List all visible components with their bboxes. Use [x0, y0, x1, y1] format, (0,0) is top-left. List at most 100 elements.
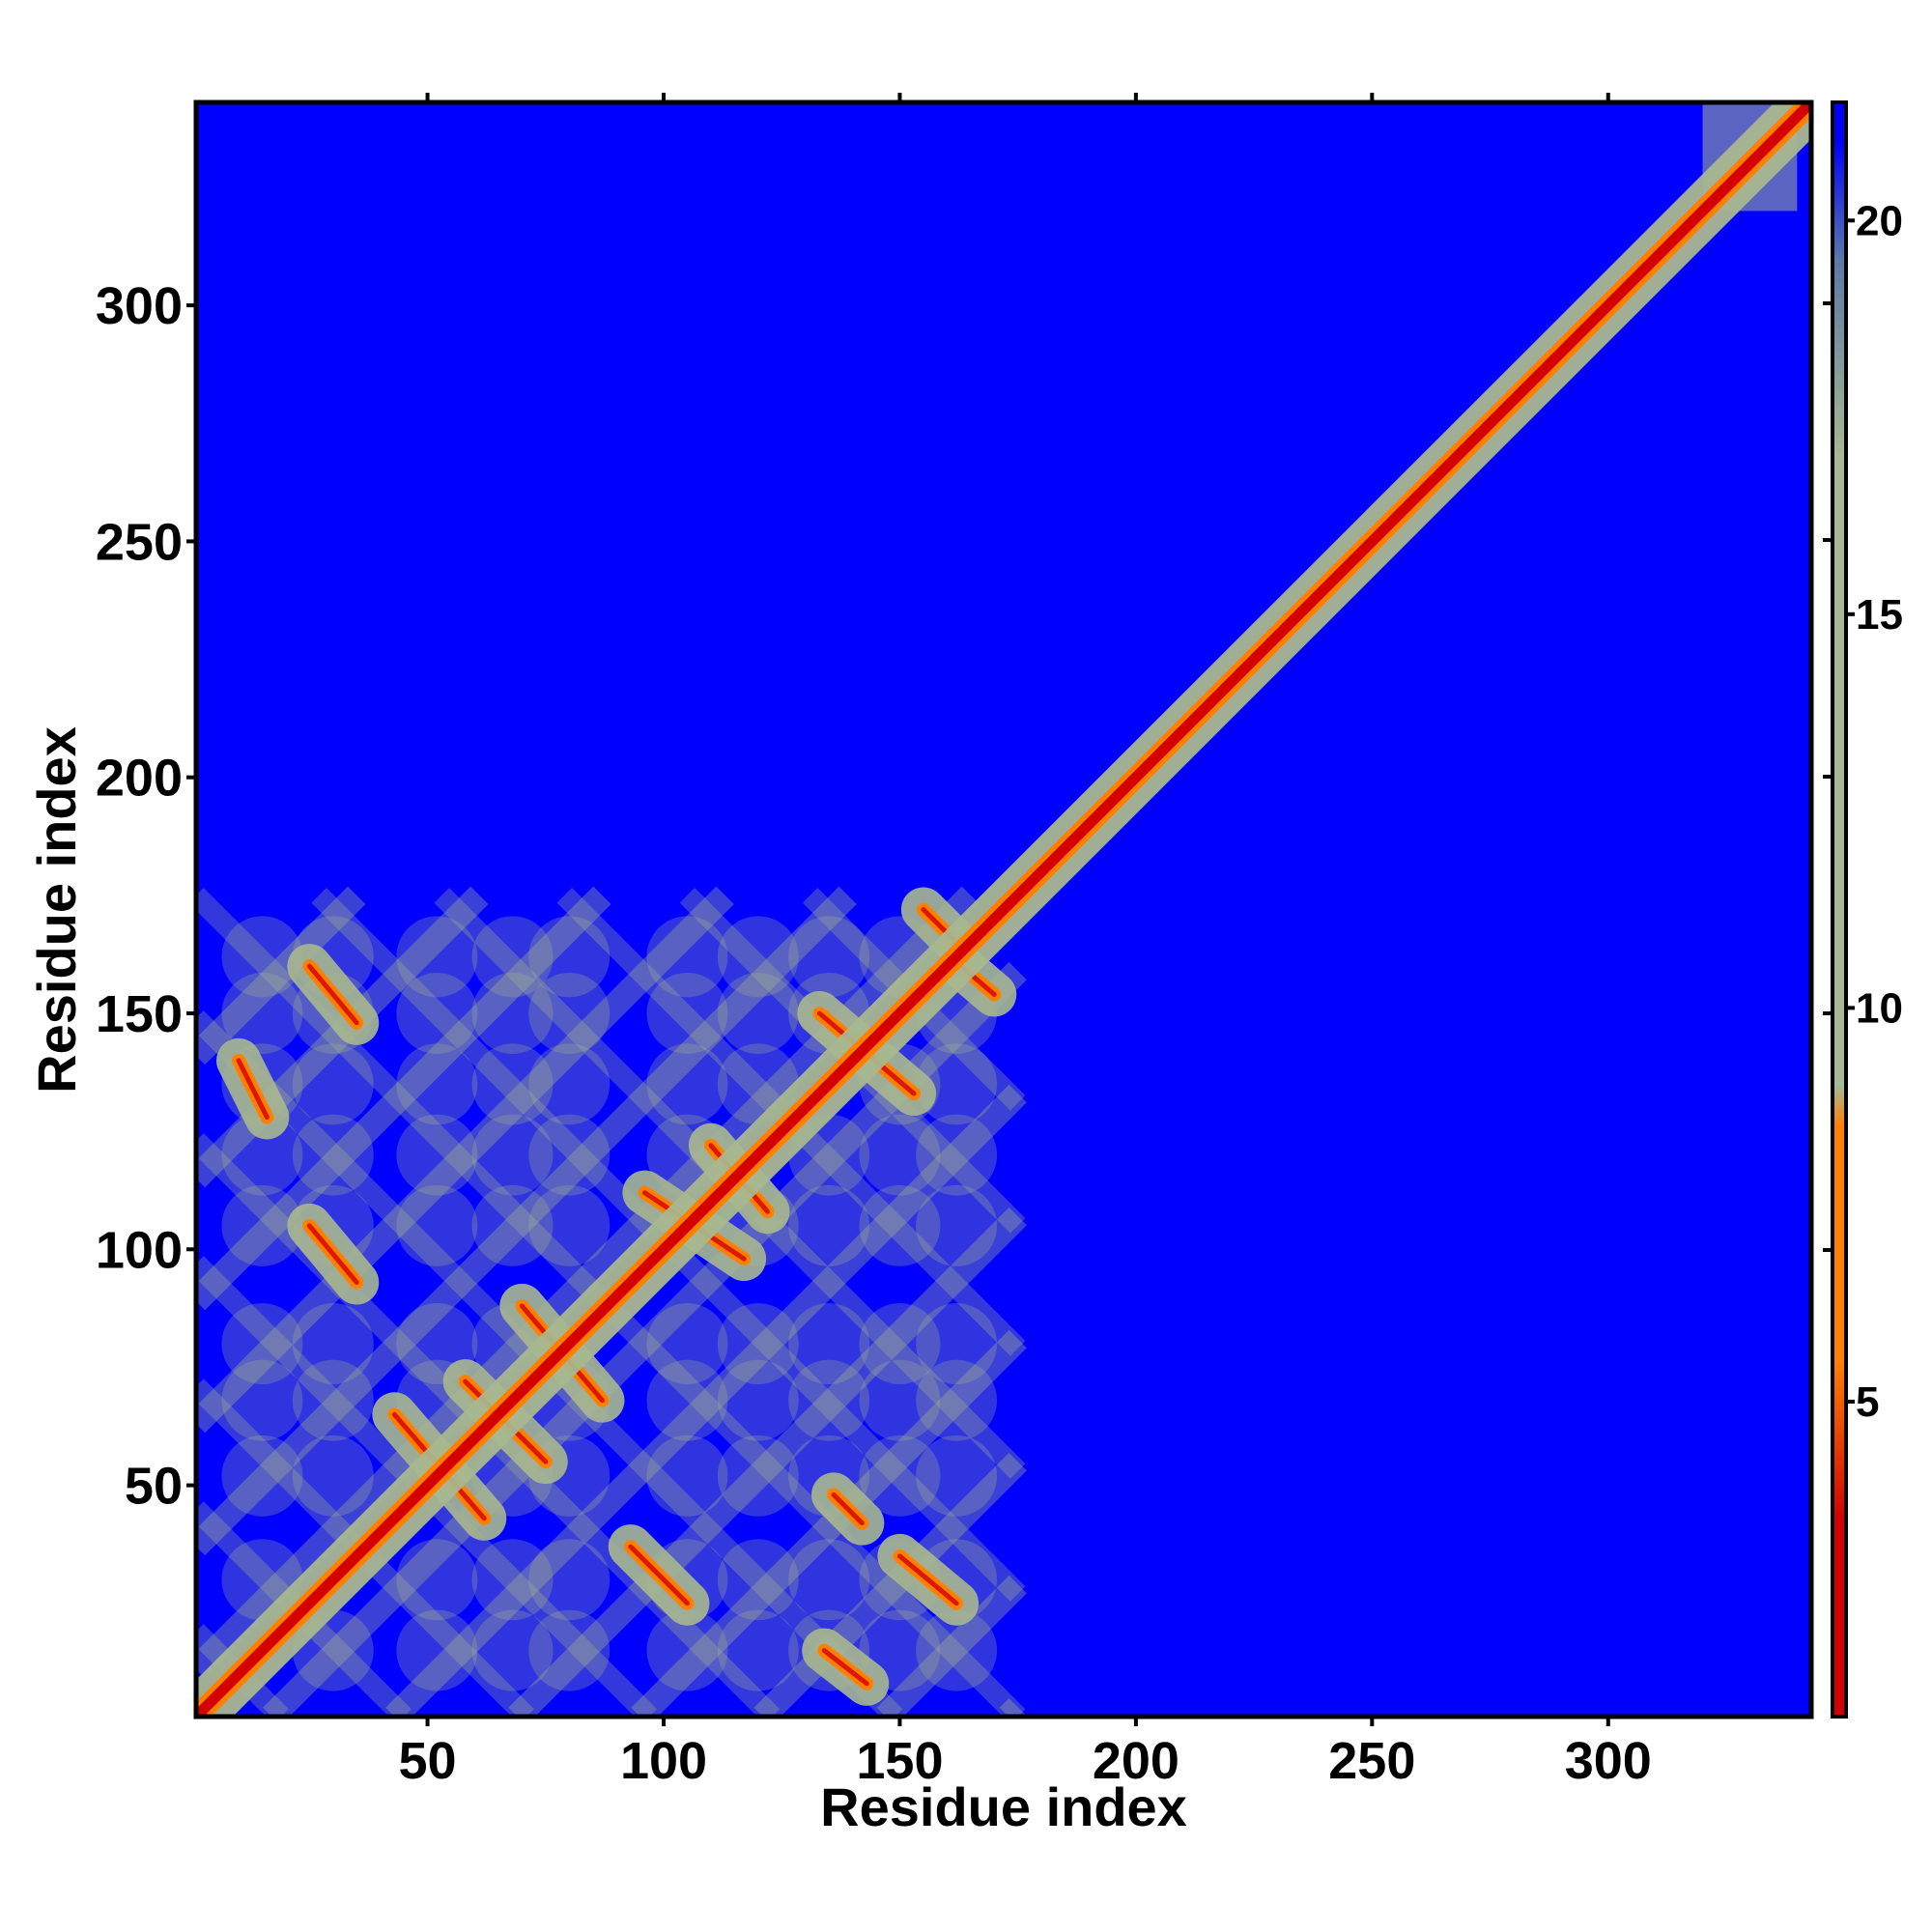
colorbar-tick-label: 15	[1856, 591, 1903, 639]
contact-halo	[859, 1303, 941, 1385]
colorbar: 5 10 15 20	[1823, 100, 1903, 1719]
x-axis: 50 100 150 200 250 300	[399, 93, 1652, 1790]
colorbar-ticks: 5 10 15 20	[1823, 197, 1903, 1426]
contact-halo	[471, 972, 554, 1054]
contact-halo	[292, 1359, 374, 1441]
contact-halo	[221, 1184, 303, 1266]
contact-halo	[788, 1184, 870, 1266]
contact-halo	[528, 1539, 611, 1621]
contact-halo	[646, 916, 728, 998]
contact-halo	[396, 1184, 478, 1266]
y-tick-label: 100	[96, 1221, 183, 1279]
contact-halo	[292, 1114, 374, 1196]
contact-halo	[292, 1435, 374, 1517]
contact-halo	[396, 972, 478, 1054]
contact-halo	[396, 916, 478, 998]
contact-patch-center	[896, 1553, 959, 1606]
y-tick-label: 200	[96, 750, 183, 808]
contact-halo	[528, 1184, 611, 1266]
contact-halo	[916, 1609, 998, 1691]
lattice-band	[196, 886, 489, 1188]
colorbar-tick-label: 20	[1856, 197, 1903, 244]
contact-halo	[221, 916, 303, 998]
contact-halo	[292, 1043, 374, 1125]
contact-halo	[221, 1359, 303, 1441]
x-tick-label: 100	[620, 1732, 707, 1790]
contact-halo	[916, 1303, 998, 1385]
contact-halo	[788, 916, 870, 998]
lattice-band	[508, 1207, 1027, 1717]
x-tick-label: 150	[856, 1732, 943, 1790]
lattice-band	[196, 886, 734, 1434]
contact-halo	[471, 916, 554, 998]
contact-halo	[471, 1114, 554, 1196]
y-axis-label: Residue index	[26, 726, 87, 1094]
contact-halo	[646, 972, 728, 1054]
contact-halo	[471, 1609, 554, 1691]
diagonal-core	[196, 102, 1811, 1717]
contact-halo	[717, 1609, 799, 1691]
lattice-band	[385, 1084, 1027, 1717]
contact-halo	[396, 1609, 478, 1691]
plot-frame	[193, 99, 1814, 1719]
contact-halo	[221, 972, 303, 1054]
contact-halo	[717, 1359, 799, 1441]
contact-halo	[859, 1435, 941, 1517]
y-axis: 50 100 150 200 250 300	[96, 277, 196, 1516]
contact-patch-center	[306, 963, 359, 1026]
contact-halo	[396, 1043, 478, 1125]
contact-halo	[859, 1359, 941, 1441]
contact-halo	[221, 1435, 303, 1517]
contact-halo	[646, 1359, 728, 1441]
contact-patch-center	[236, 1058, 270, 1120]
contact-halo	[859, 1114, 941, 1196]
lattice-band	[196, 886, 611, 1311]
contact-halo	[859, 1184, 941, 1266]
contact-halo	[528, 916, 611, 998]
contact-patch-center	[628, 1544, 690, 1606]
contact-halo	[528, 1043, 611, 1125]
contact-patch-center	[821, 1648, 869, 1687]
lattice-band	[196, 886, 366, 1065]
x-tick-label: 300	[1565, 1732, 1652, 1790]
contact-patch-center	[306, 1223, 359, 1285]
x-axis-label: Residue index	[820, 1776, 1187, 1837]
contact-halo	[916, 1043, 998, 1125]
lattice-band	[631, 1329, 1027, 1717]
y-tick-label: 300	[96, 277, 183, 335]
contact-halo	[717, 916, 799, 998]
colorbar-tick-label: 5	[1856, 1378, 1879, 1426]
contact-halo	[717, 972, 799, 1054]
contact-halo	[788, 1303, 870, 1385]
colorbar-gradient	[1831, 100, 1848, 1719]
contact-patch-center	[831, 1492, 865, 1526]
y-tick-label: 250	[96, 513, 183, 571]
contact-halo	[717, 1435, 799, 1517]
contact-halo	[471, 1539, 554, 1621]
y-tick-label: 50	[125, 1458, 183, 1516]
contact-halo	[646, 1435, 728, 1517]
lattice-band	[876, 1575, 1027, 1717]
contact-halo	[396, 1114, 478, 1196]
contact-halo	[396, 1539, 478, 1621]
contact-halo	[788, 1539, 870, 1621]
contact-halo	[221, 1303, 303, 1385]
x-tick-label: 250	[1328, 1732, 1415, 1790]
contact-halo	[717, 1303, 799, 1385]
contact-halo	[471, 1184, 554, 1266]
contact-halo	[292, 1303, 374, 1385]
y-tick-label: 150	[96, 985, 183, 1043]
diagonal-band-layer	[196, 102, 1811, 1717]
contact-halo	[916, 1359, 998, 1441]
contact-halo	[646, 1303, 728, 1385]
x-tick-label: 50	[399, 1732, 457, 1790]
heatmap-plot-area	[193, 99, 1814, 1719]
region-mask-top	[196, 102, 1811, 887]
contact-halo	[528, 972, 611, 1054]
contact-halo	[646, 1609, 728, 1691]
contact-halo	[528, 1114, 611, 1196]
colorbar-tick-label: 10	[1856, 984, 1903, 1032]
contact-halo	[916, 1184, 998, 1266]
contact-halo	[471, 1043, 554, 1125]
